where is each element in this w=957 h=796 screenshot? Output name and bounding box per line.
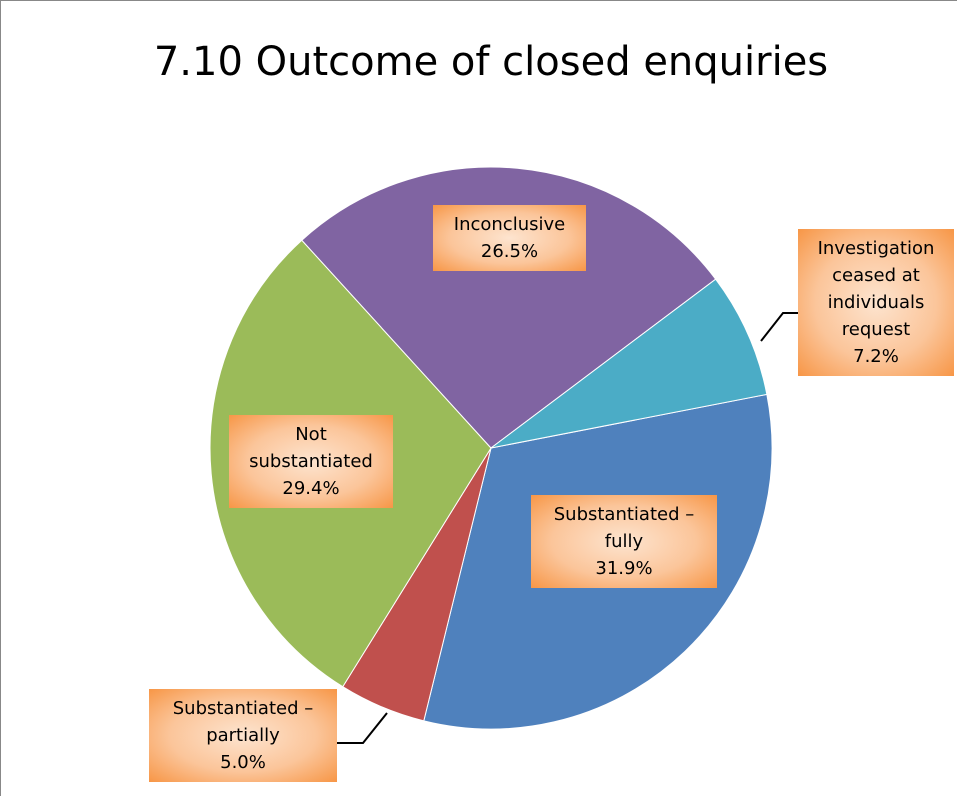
leader-line: [337, 712, 388, 744]
leader-line: [760, 312, 798, 342]
category-label: Substantiated – fully: [553, 504, 695, 552]
data-label: Investigation ceased at individuals requ…: [798, 229, 954, 376]
value-label: 29.4%: [282, 478, 340, 499]
data-label: Substantiated – fully 31.9%: [531, 495, 717, 588]
data-label: Substantiated – partially 5.0%: [149, 689, 337, 782]
pie-slice: [301, 166, 717, 449]
category-label: Inconclusive: [453, 214, 566, 235]
category-label: Not substantiated: [249, 424, 373, 472]
value-label: 5.0%: [220, 752, 266, 773]
value-label: 7.2%: [853, 346, 899, 367]
value-label: 26.5%: [480, 241, 539, 262]
category-label: Substantiated – partially: [172, 698, 314, 746]
data-label: Not substantiated 29.4%: [229, 415, 393, 508]
chart-title: 7.10 Outcome of closed enquiries: [153, 39, 829, 85]
value-label: 31.9%: [595, 558, 653, 579]
pie-slice: [490, 278, 768, 449]
category-label: Investigation ceased at individuals requ…: [817, 238, 935, 340]
data-label: Inconclusive 26.5%: [433, 205, 586, 271]
